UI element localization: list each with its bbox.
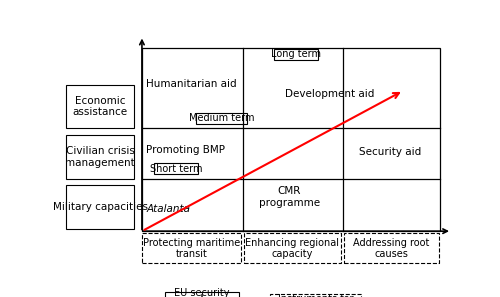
FancyBboxPatch shape (66, 185, 134, 229)
FancyBboxPatch shape (244, 233, 340, 263)
FancyBboxPatch shape (165, 292, 239, 297)
FancyBboxPatch shape (154, 163, 198, 174)
FancyBboxPatch shape (142, 48, 440, 231)
FancyBboxPatch shape (66, 85, 134, 128)
Text: Security aid: Security aid (359, 147, 421, 157)
FancyBboxPatch shape (344, 233, 439, 263)
Text: EU security
policy
instruments: EU security policy instruments (172, 288, 232, 297)
Text: Enhancing regional
capacity: Enhancing regional capacity (246, 238, 340, 259)
Text: Development aid: Development aid (286, 89, 374, 99)
Text: Promoting BMP: Promoting BMP (146, 145, 225, 155)
Text: Humanitarian aid: Humanitarian aid (146, 79, 236, 89)
FancyBboxPatch shape (270, 294, 361, 297)
Text: Instruments for
countering piracy: Instruments for countering piracy (272, 293, 358, 297)
Text: Addressing root
causes: Addressing root causes (353, 238, 430, 259)
Text: Protecting maritime
transit: Protecting maritime transit (142, 238, 240, 259)
Text: Medium term: Medium term (188, 113, 254, 123)
Text: Long term: Long term (271, 49, 321, 59)
Text: Military capacities: Military capacities (53, 202, 148, 212)
Text: CMR
programme: CMR programme (258, 186, 320, 208)
Text: Short term: Short term (150, 164, 202, 173)
Text: Economic
assistance: Economic assistance (72, 96, 128, 117)
FancyBboxPatch shape (196, 113, 246, 124)
FancyBboxPatch shape (274, 49, 318, 60)
FancyBboxPatch shape (66, 135, 134, 178)
Text: Civilian crisis
management: Civilian crisis management (66, 146, 135, 168)
FancyBboxPatch shape (142, 233, 241, 263)
Text: Atalanta: Atalanta (147, 204, 191, 214)
